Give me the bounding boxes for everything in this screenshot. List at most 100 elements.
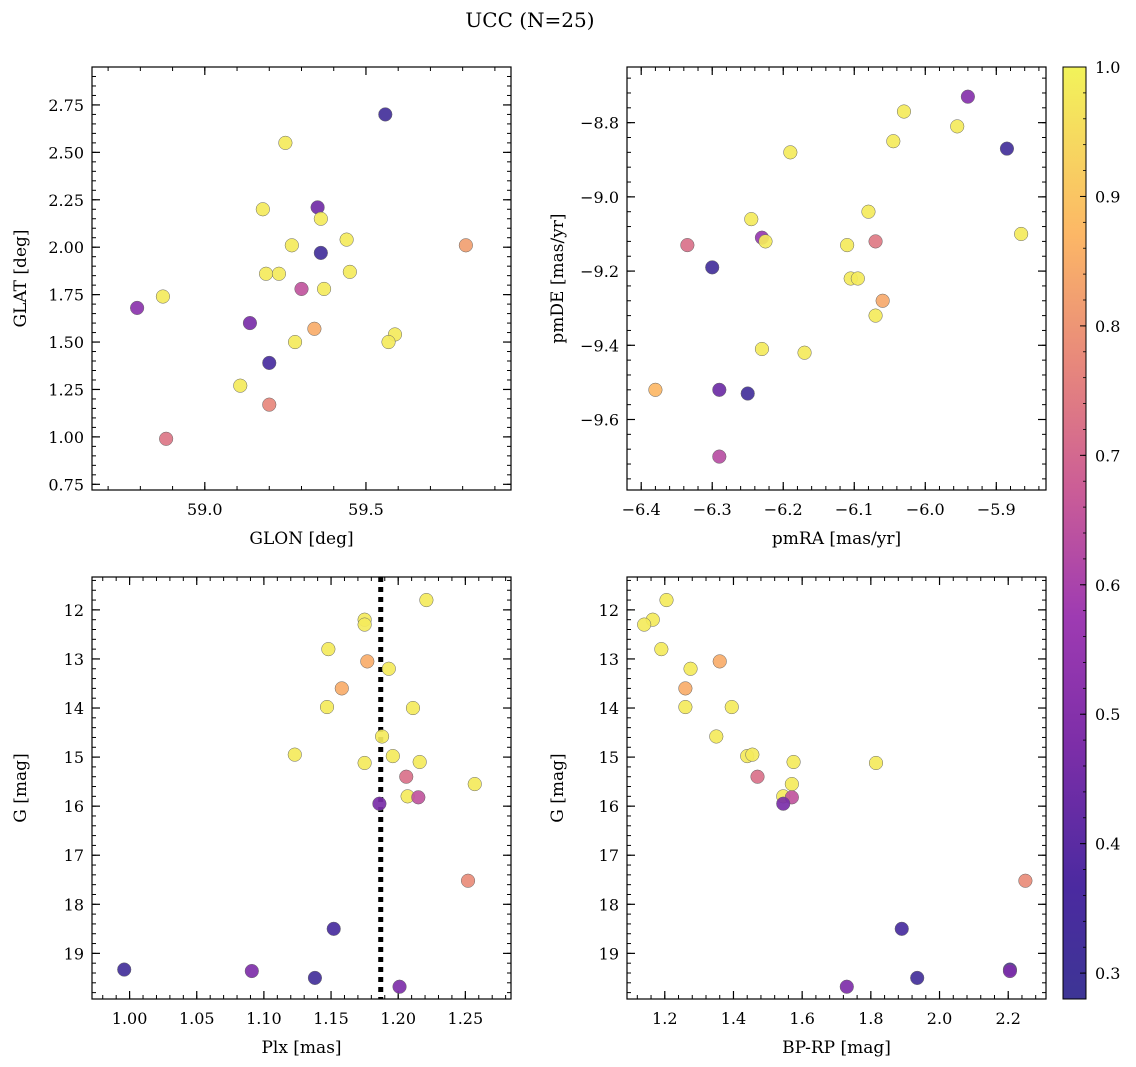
y-tick-label: 0.75 [48,475,84,494]
y-tick-label: −9.4 [580,336,619,355]
y-axis-label: G [mag] [11,753,31,822]
data-point [313,211,328,226]
panel-bprp-g: 1.2 1.4 1.6 1.8 2.0 2.2 12 13 14 15 16 17 18 19 BP-RP … [548,576,1047,1058]
data-point [839,979,854,994]
y-tick-label: 2.75 [48,96,84,115]
y-tick-label: 12 [64,601,84,620]
y-axis-label: GLAT [deg] [11,229,31,327]
data-point [745,747,760,762]
panel-plx-g: 1.00 1.05 1.10 1.15 1.20 1.25 12 13 14 15 16 17 18 19… [11,576,512,1058]
x-axis-label: Plx [mas] [261,1038,341,1058]
data-point [875,293,890,308]
data-point [868,755,884,771]
data-point [712,449,727,464]
y-tick-label: 16 [599,797,619,816]
data-point [868,308,883,323]
y-tick-label: −8.8 [580,114,619,133]
data-point [357,617,372,632]
y-tick-label: 19 [64,944,84,963]
x-tick-label: 1.15 [313,1009,349,1028]
data-point [999,141,1014,156]
data-point [342,264,357,279]
data-point [1018,873,1033,888]
y-tick-label: 13 [64,650,84,669]
data-point [117,962,132,977]
data-point [712,382,727,397]
colorbar-tick-label: 0.5 [1095,705,1120,724]
x-tick-label: 59.5 [348,500,384,519]
data-point [130,300,145,315]
data-point [868,234,883,249]
colorbar-tick-label: 1.0 [1095,58,1120,77]
data-point [648,382,663,397]
x-tick-label: 1.25 [448,1009,484,1028]
x-tick-label: −5.9 [977,500,1016,519]
y-tick-label: 17 [599,846,619,865]
y-tick-label: 19 [599,944,619,963]
data-point [242,316,257,331]
x-tick-label: 1.8 [858,1009,883,1028]
data-point [960,89,975,104]
data-point [680,238,695,253]
data-point [784,777,799,792]
y-tick-label: 1.50 [48,333,84,352]
data-point [262,355,277,370]
y-tick-label: 2.50 [48,143,84,162]
y-tick-label: 12 [599,601,619,620]
data-point [255,202,270,217]
data-point [840,238,855,253]
y-tick-label: 1.00 [48,428,84,447]
y-tick-label: 13 [599,650,619,669]
data-point [861,204,876,219]
x-tick-label: 59.0 [187,500,223,519]
data-point [321,642,336,657]
data-point [467,777,482,792]
x-tick-label: 1.00 [112,1009,148,1028]
colorbar-tick-label: 0.7 [1095,446,1120,465]
data-point [307,321,322,336]
data-point [381,334,396,350]
data-point [1002,963,1017,979]
data-point [886,134,901,149]
x-tick-label: −6.4 [622,500,661,519]
colorbar-tick-label: 0.4 [1095,835,1120,854]
colorbar-tick-label: 0.3 [1095,964,1120,983]
x-tick-label: 1.4 [721,1009,746,1028]
y-tick-label: −9.0 [580,188,619,207]
data-point [258,266,274,281]
y-tick-label: 16 [64,797,84,816]
data-point [678,681,693,696]
data-point [894,921,909,936]
colorbar: 0.3 0.4 0.5 0.6 0.7 0.8 0.9 1.0 [1062,58,1120,1000]
data-point [319,699,335,715]
data-point [896,104,912,119]
data-point [637,617,652,632]
colorbar-tick-label: 0.6 [1095,576,1120,595]
data-point [910,970,925,985]
axes-frame [91,66,512,491]
data-point [262,397,277,412]
x-tick-label: 1.6 [789,1009,814,1028]
panel-glon-glat: 59.0 59.5 0.75 1.00 1.25 1.50 1.75 2.00 2.25 2.50… [11,66,512,549]
y-tick-label: 15 [599,748,619,767]
data-point [850,271,865,286]
y-tick-label: 14 [64,699,84,718]
data-point [392,979,407,994]
data-point [754,341,769,357]
data-point [659,593,674,608]
data-point [271,266,286,281]
y-tick-label: 14 [599,699,619,718]
x-tick-label: −6.1 [835,500,874,519]
data-point [385,749,400,764]
data-point [360,654,375,669]
y-tick-label: 1.25 [48,380,84,399]
data-point [797,345,812,360]
data-point [678,699,693,715]
colorbar-gradient [1062,66,1087,1000]
x-tick-label: −6.2 [764,500,803,519]
axes-frame [626,66,1047,491]
y-tick-label: 15 [64,748,84,767]
y-tick-label: −9.6 [580,411,619,430]
y-tick-label: 2.25 [48,191,84,210]
